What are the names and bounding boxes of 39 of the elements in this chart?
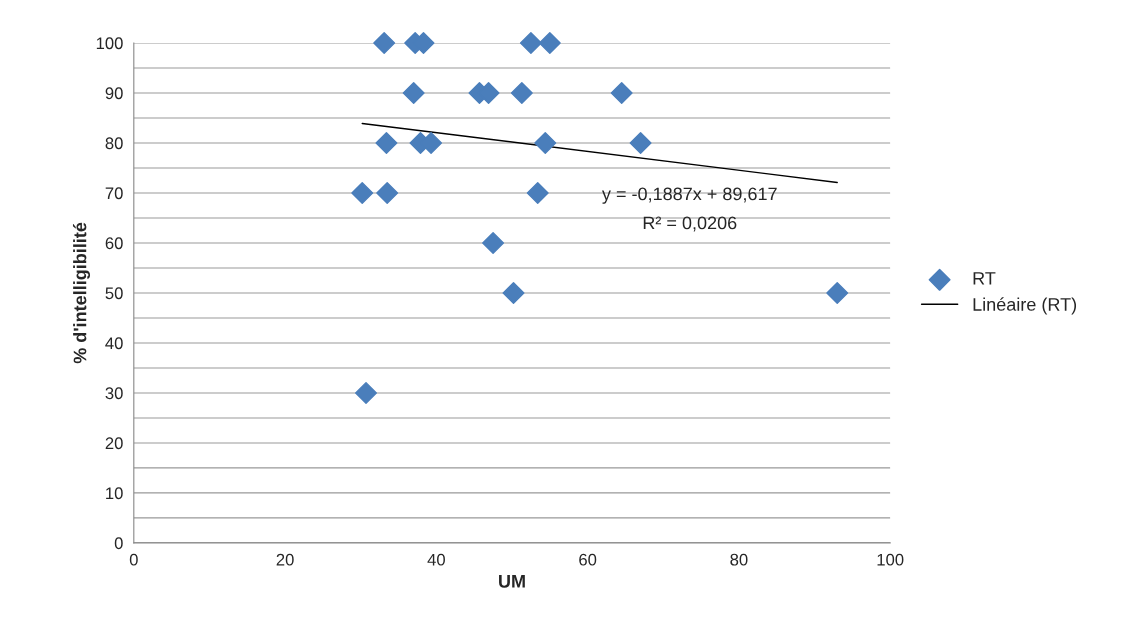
x-tick-label: 80	[730, 553, 748, 566]
y-tick-label: 0	[114, 537, 123, 550]
annotation: y = -0,1887x + 89,617	[601, 187, 777, 204]
y-tick-label: 60	[105, 237, 123, 250]
x-axis-title: UM	[499, 575, 525, 588]
point	[373, 31, 396, 54]
y-tick-label: 20	[105, 437, 123, 450]
legend-label: Linéaire (RT)	[973, 297, 1077, 315]
y-tick-label: 70	[105, 187, 123, 200]
point	[402, 81, 425, 104]
point	[610, 81, 633, 104]
x-tick-label: 60	[579, 553, 597, 566]
y-tick-label: 30	[105, 387, 123, 400]
legend-label: RT	[973, 272, 996, 285]
x-tick-label: 20	[276, 553, 294, 566]
point	[502, 281, 525, 304]
y-tick-label: 100	[96, 37, 123, 50]
point	[376, 181, 399, 204]
point	[519, 31, 542, 54]
point	[482, 231, 505, 254]
point	[526, 181, 549, 204]
y-tick-label: 90	[105, 87, 123, 100]
point	[351, 181, 374, 204]
x-tick-label: 0	[129, 553, 138, 566]
annotation: R² = 0,0206	[643, 216, 737, 232]
point	[355, 381, 378, 404]
point	[538, 31, 561, 54]
point	[510, 81, 533, 104]
point	[534, 131, 557, 154]
point	[375, 131, 398, 154]
point	[629, 131, 652, 154]
x-tick-label: 100	[877, 553, 904, 566]
y-tick-label: 10	[106, 487, 123, 500]
y-axis-title: % d'intelligibilité	[72, 222, 91, 364]
x-tick-label: 40	[427, 553, 445, 566]
point	[826, 281, 849, 304]
y-tick-label: 80	[105, 137, 123, 150]
y-tick-label: 40	[105, 337, 123, 350]
y-tick-label: 50	[105, 287, 123, 300]
